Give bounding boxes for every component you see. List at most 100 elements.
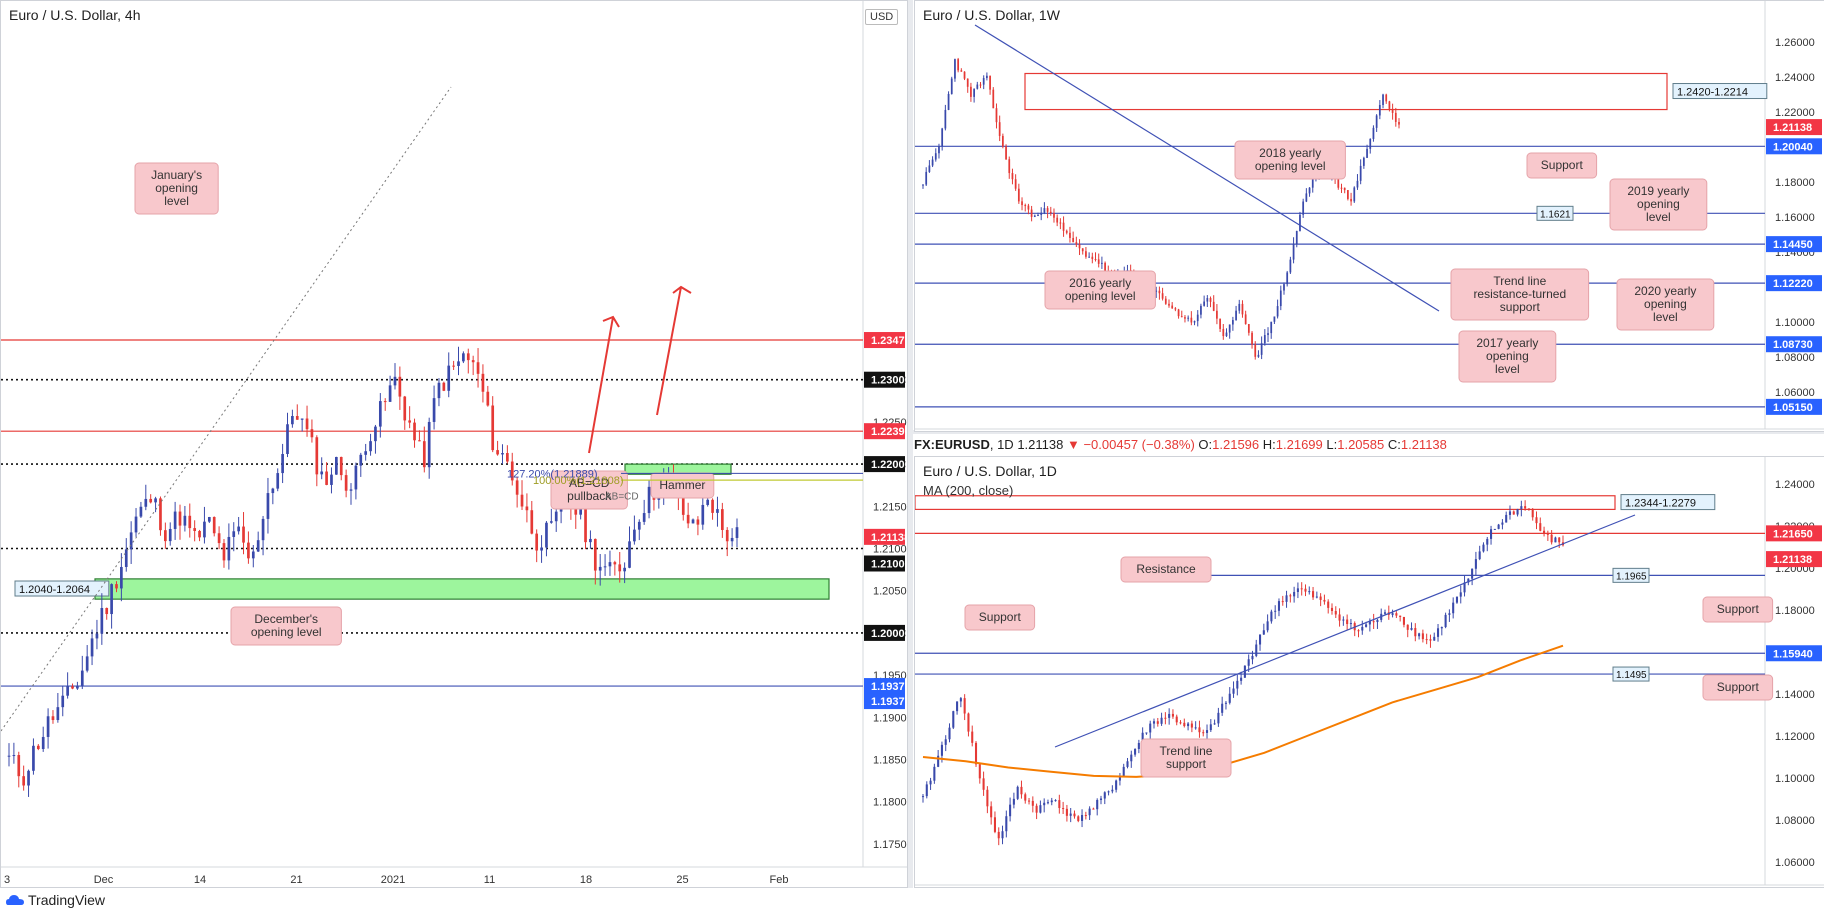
candle-body <box>1107 791 1110 793</box>
candle-body <box>633 529 636 542</box>
candle-body <box>1088 808 1091 816</box>
annotation-callout-text: opening <box>1637 197 1680 211</box>
currency-button-4h[interactable]: USD <box>865 9 899 25</box>
candle-body <box>1065 808 1068 816</box>
chart-panel-4h[interactable]: Euro / U.S. Dollar, 4h USD 1.17500 1.1800… <box>0 0 908 888</box>
tradingview-logo[interactable]: TradingView <box>6 891 105 909</box>
annotation-callout-box <box>134 162 219 215</box>
panel-divider-horizontal[interactable] <box>913 430 1824 434</box>
candle-body <box>974 742 978 765</box>
candle-body <box>1391 613 1394 615</box>
panel-divider-vertical[interactable] <box>908 0 913 911</box>
candle-body <box>1168 303 1170 306</box>
candle-body <box>1043 208 1046 213</box>
annotation-callout-text: opening level <box>1255 159 1326 173</box>
candle-body <box>1299 214 1301 231</box>
candle-body <box>1410 628 1413 630</box>
candle-body <box>545 522 548 548</box>
candle-body <box>1050 800 1053 803</box>
candle-body <box>442 382 446 391</box>
candle-body <box>1008 159 1011 174</box>
candle-body <box>393 376 397 386</box>
candle-body <box>115 584 118 589</box>
candle-body <box>1039 805 1042 813</box>
chart-panel-1w[interactable]: Euro / U.S. Dollar, 1W 1.26000 1.24000 1.2… <box>914 0 1824 432</box>
candle-body <box>378 401 382 427</box>
y-tick-label: 1.08000 <box>1775 815 1815 827</box>
candle-body <box>1512 511 1515 515</box>
annotation-callout-text: 2019 yearly <box>1627 184 1689 198</box>
candle-body <box>1156 721 1159 724</box>
price-axis-label: 1.22000 <box>871 459 907 471</box>
candle-body <box>1078 244 1081 249</box>
candle-body <box>178 511 182 526</box>
x-tick-label: 21 <box>290 874 302 886</box>
chart-panel-1d[interactable]: Euro / U.S. Dollar, 1D MA (200, close) 1… <box>914 456 1824 888</box>
candle-body <box>1305 193 1308 202</box>
y-tick-label: 1.12000 <box>1775 731 1815 743</box>
annotation-callout-text: Support <box>1717 602 1760 616</box>
candle-body <box>982 78 985 85</box>
candle-body <box>1212 301 1215 311</box>
candle-body <box>613 562 617 565</box>
candle-body <box>963 698 966 714</box>
annotation-callout-text: support <box>1166 757 1207 771</box>
candle-body <box>1205 730 1209 733</box>
candle-body <box>966 78 969 87</box>
price-axis-label-bg <box>1766 525 1822 542</box>
candle-body <box>1021 201 1023 206</box>
candle-body <box>963 71 966 79</box>
candle-body <box>110 584 113 615</box>
candle-body <box>32 745 35 771</box>
annotation-callout-box <box>1120 556 1212 583</box>
candle-body <box>1033 215 1036 217</box>
status-interval[interactable]: 1D <box>997 437 1014 452</box>
candle-body <box>66 686 69 696</box>
candle-body <box>408 420 411 423</box>
status-symbol[interactable]: FX:EURUSD <box>914 437 990 452</box>
candle-body <box>1221 703 1224 713</box>
candle-body <box>1342 619 1345 621</box>
ma-indicator-label[interactable]: MA (200, close) <box>923 483 1014 498</box>
annotation-callout-text: 2018 yearly <box>1259 146 1321 160</box>
candle-body <box>1203 301 1206 306</box>
y-tick-label: 1.22000 <box>1775 107 1815 119</box>
annotation-callout-text: level <box>1653 310 1678 324</box>
candle-body <box>1508 511 1512 515</box>
candle-body <box>1312 591 1315 598</box>
candle-body <box>947 93 950 110</box>
candle-body <box>173 511 177 529</box>
chart-title-1w: Euro / U.S. Dollar, 1W <box>923 7 1060 23</box>
x-tick-label: 2021 <box>381 874 405 886</box>
candle-body <box>1546 533 1549 535</box>
x-tick-label: 14 <box>194 874 206 886</box>
candle-body <box>1035 805 1038 813</box>
candle-body <box>1161 293 1164 299</box>
y-tick-label: 1.18500 <box>873 755 907 767</box>
candle-body <box>1281 601 1284 603</box>
trend-line-support <box>1054 514 1636 748</box>
candle-body <box>735 527 739 538</box>
candle-body <box>549 521 553 523</box>
candle-body <box>1168 713 1171 718</box>
annotation-callout-text: December's <box>254 612 318 626</box>
candle-body <box>986 75 988 79</box>
status-low-label: L: <box>1326 437 1338 452</box>
candle-body <box>1225 332 1228 337</box>
candle-body <box>1520 506 1523 509</box>
candle-body <box>1259 634 1262 645</box>
candle-body <box>1111 789 1114 792</box>
x-tick-label: 11 <box>484 874 495 886</box>
candle-body <box>1257 354 1260 357</box>
y-tick-label: 1.21500 <box>873 501 907 513</box>
candle-body <box>938 146 940 154</box>
candle-body <box>1440 627 1443 629</box>
candle-body <box>1295 230 1298 244</box>
candle-body <box>1177 309 1180 317</box>
candle-body <box>1081 248 1084 252</box>
candle-body <box>149 498 153 503</box>
candle-body <box>1353 187 1356 202</box>
y-tick-label: 1.18000 <box>1775 177 1815 189</box>
candle-body <box>227 536 231 561</box>
candle-body <box>1043 802 1046 806</box>
